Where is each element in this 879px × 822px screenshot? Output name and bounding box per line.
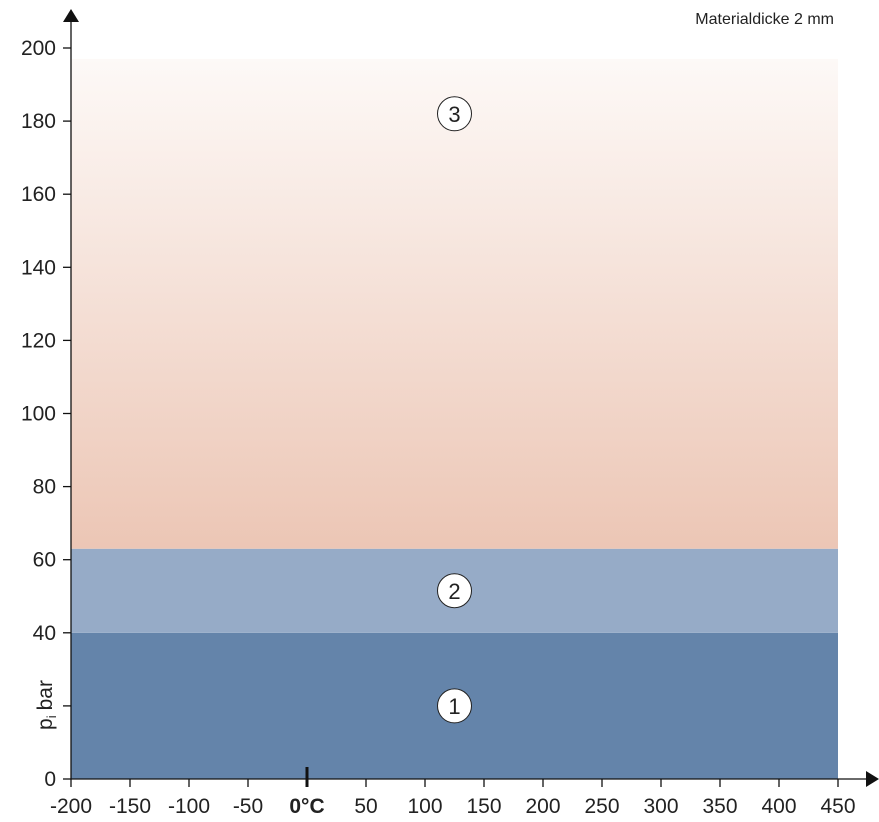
x-tick-label-4: 0°C [289, 795, 324, 818]
y-tick-label-8: 160 [21, 183, 56, 206]
zone-3-label: 3 [448, 102, 460, 127]
y-tick-label-3: 60 [33, 549, 56, 572]
x-tick-label-5: 50 [354, 795, 377, 818]
x-tick-label-8: 200 [525, 795, 560, 818]
x-tick-label-0: -200 [50, 795, 92, 818]
zone-2-circle [437, 573, 472, 609]
x-tick-label-11: 350 [702, 795, 737, 818]
y-axis-label: pi bar [34, 680, 59, 730]
zones-layer [71, 58, 838, 779]
x-tick-label-3: -50 [233, 795, 263, 818]
y-tick-label-7: 140 [21, 256, 56, 279]
x-tick-label-10: 300 [643, 795, 678, 818]
zone-3-marker: 3 [437, 96, 472, 132]
y-axis-label-unit: bar [34, 680, 57, 710]
x-axis-arrow [866, 771, 879, 787]
y-tick-label-4: 80 [33, 476, 56, 499]
y-tick-label-9: 180 [21, 110, 56, 133]
y-tick-label-2: 40 [33, 622, 56, 645]
x-tick-label-12: 400 [761, 795, 796, 818]
zone-1-marker: 1 [437, 688, 472, 724]
x-tick-label-7: 150 [466, 795, 501, 818]
zone-2-label: 2 [448, 579, 460, 604]
x-tick-label-1: -150 [109, 795, 151, 818]
zone-1-circle [437, 688, 472, 724]
y-tick-label-5: 100 [21, 403, 56, 426]
y-tick-label-0: 0 [44, 768, 56, 791]
y-axis-label-main: p [34, 718, 57, 730]
x-tick-label-2: -100 [168, 795, 210, 818]
labels-layer: 1 2 3 [437, 96, 472, 724]
y-axis-arrow [63, 9, 79, 22]
material-thickness-note: Materialdicke 2 mm [695, 11, 834, 28]
ticks-layer: -200 -150 -100 -50 0°C 50 100 150 200 250 300 350 40… [21, 37, 856, 818]
y-tick-label-10: 200 [21, 37, 56, 60]
zone-3-area [71, 58, 838, 549]
zone-3-circle [437, 96, 472, 132]
zone-2-marker: 2 [437, 573, 472, 609]
y-tick-label-6: 120 [21, 329, 56, 352]
zone-1-label: 1 [448, 694, 460, 719]
y-axis-label-sub: i [44, 715, 59, 718]
x-tick-label-9: 250 [584, 795, 619, 818]
axes-layer [63, 9, 879, 787]
x-tick-label-6: 100 [407, 795, 442, 818]
x-tick-label-13: 450 [820, 795, 855, 818]
